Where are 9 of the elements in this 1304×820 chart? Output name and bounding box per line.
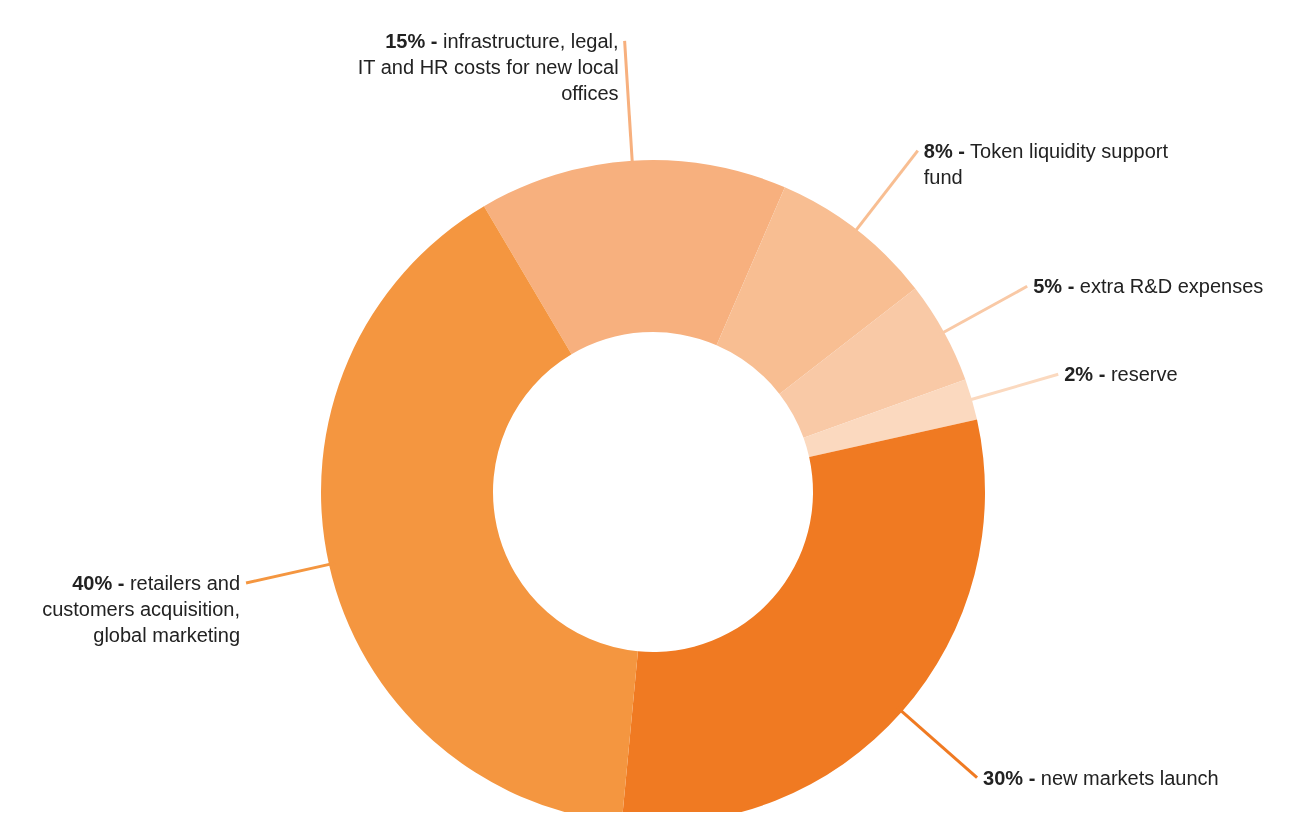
slice-label: extra R&D expenses — [1079, 275, 1264, 298]
data-label: 30% - — [983, 766, 1036, 789]
data-label: 5% - — [1033, 275, 1075, 298]
data-label: 40% - — [72, 571, 125, 594]
data-label: 8% - — [923, 139, 965, 162]
data-label: 15% - — [385, 29, 438, 52]
slice-label: reserve — [1110, 363, 1178, 386]
slice-label: new markets launch — [1040, 766, 1219, 789]
data-label: 2% - — [1064, 363, 1106, 386]
